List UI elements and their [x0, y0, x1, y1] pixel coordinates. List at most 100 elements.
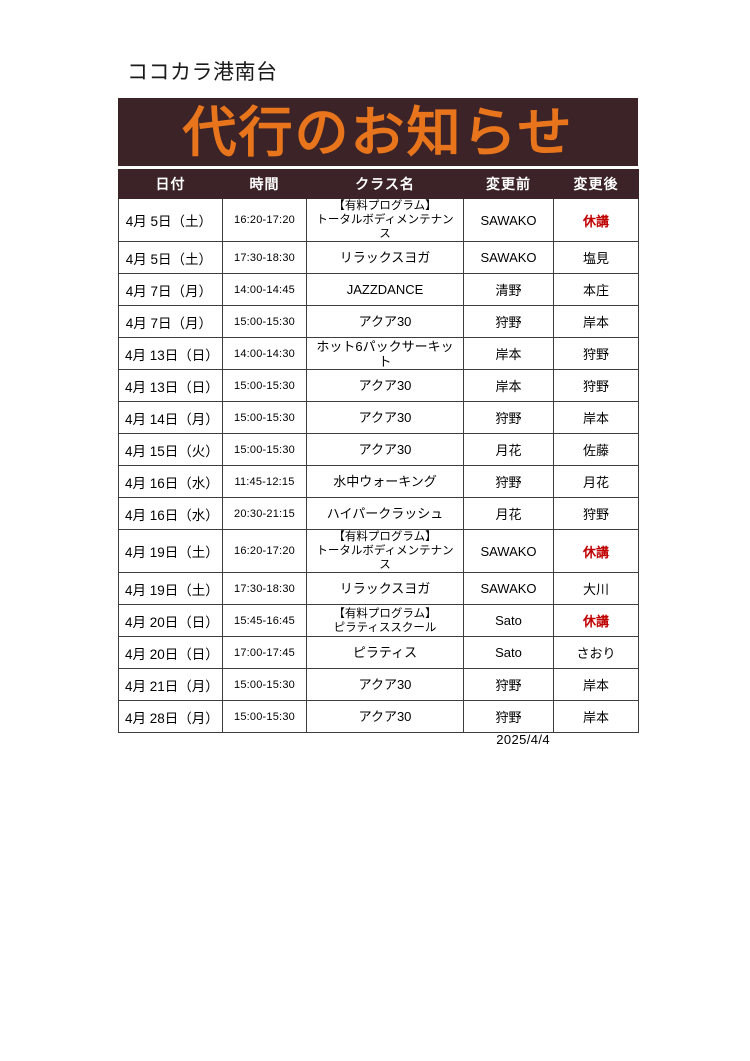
table-row: 4月 15日（火） 15:00-15:30 アクア30 月花 佐藤 [118, 433, 639, 466]
table-row: 4月 19日（土） 17:30-18:30 リラックスヨガ SAWAKO 大川 [118, 572, 639, 605]
cell-instructor-after: 狩野 [553, 369, 639, 402]
cell-time: 15:00-15:30 [222, 668, 307, 701]
cell-time: 15:00-15:30 [222, 401, 307, 434]
cell-class-name: ピラティス [306, 636, 464, 669]
cell-instructor-after: 狩野 [553, 337, 639, 370]
cell-date: 4月 5日（土） [118, 198, 223, 242]
cell-instructor-before: 清野 [463, 273, 554, 306]
column-header-time: 時間 [222, 169, 307, 199]
banner-title: 代行のお知らせ [182, 103, 574, 163]
cell-instructor-before: Sato [463, 636, 554, 669]
cell-time: 14:00-14:30 [222, 337, 307, 370]
cell-instructor-after: 岸本 [553, 668, 639, 701]
table-row: 4月 16日（水） 11:45-12:15 水中ウォーキング 狩野 月花 [118, 465, 639, 498]
cell-instructor-after: 岸本 [553, 700, 639, 733]
cell-instructor-before: 狩野 [463, 668, 554, 701]
notice-banner: 代行のお知らせ [118, 98, 638, 166]
cell-time: 17:30-18:30 [222, 572, 307, 605]
cell-instructor-after: 大川 [553, 572, 639, 605]
cell-date: 4月 16日（水） [118, 465, 223, 498]
cell-date: 4月 20日（日） [118, 636, 223, 669]
cell-cancelled-badge: 休講 [553, 604, 639, 637]
cell-class-name: 【有料プログラム】トータルボディメンテナンス [306, 198, 464, 242]
cell-instructor-before: 岸本 [463, 369, 554, 402]
table-header-row: 日付 時間 クラス名 変更前 変更後 [118, 169, 639, 199]
cell-instructor-after: 塩見 [553, 241, 639, 274]
cell-instructor-before: 狩野 [463, 700, 554, 733]
cell-class-name: アクア30 [306, 305, 464, 338]
footer-date: 2025/4/4 [496, 732, 550, 747]
cell-time: 17:30-18:30 [222, 241, 307, 274]
cell-class-name: 【有料プログラム】 ピラティススクール [306, 604, 464, 637]
cell-instructor-before: 狩野 [463, 465, 554, 498]
cell-cancelled-badge: 休講 [553, 529, 639, 573]
table-row: 4月 20日（日） 17:00-17:45 ピラティス Sato さおり [118, 636, 639, 669]
cell-date: 4月 7日（月） [118, 305, 223, 338]
cell-time: 14:00-14:45 [222, 273, 307, 306]
class-name-line-1: 【有料プログラム】 [333, 531, 437, 543]
class-name-line-1: 【有料プログラム】 [333, 607, 437, 620]
cell-date: 4月 15日（火） [118, 433, 223, 466]
cell-class-name: アクア30 [306, 668, 464, 701]
cell-instructor-after: 本庄 [553, 273, 639, 306]
column-header-before: 変更前 [463, 169, 554, 199]
cell-instructor-before: 狩野 [463, 305, 554, 338]
cell-time: 20:30-21:15 [222, 497, 307, 530]
table-row: 4月 19日（土） 16:20-17:20 【有料プログラム】 トータルボディメンテナ… [118, 529, 639, 573]
cell-time: 11:45-12:15 [222, 465, 307, 498]
table-row: 4月 20日（日） 15:45-16:45 【有料プログラム】 ピラティススクール Sa… [118, 604, 639, 637]
cell-time: 15:00-15:30 [222, 433, 307, 466]
column-header-class-name: クラス名 [306, 169, 464, 199]
table-row: 4月 13日（日） 15:00-15:30 アクア30 岸本 狩野 [118, 369, 639, 402]
cell-instructor-after: さおり [553, 636, 639, 669]
table-row: 4月 7日（月） 15:00-15:30 アクア30 狩野 岸本 [118, 305, 639, 338]
table-row: 4月 16日（水） 20:30-21:15 ハイパークラッシュ 月花 狩野 [118, 497, 639, 530]
cell-time: 16:20-17:20 [222, 529, 307, 573]
class-name-line-1: 【有料プログラム】 [333, 200, 437, 212]
cell-instructor-before: 岸本 [463, 337, 554, 370]
cell-class-name: アクア30 [306, 700, 464, 733]
cell-date: 4月 13日（日） [118, 337, 223, 370]
table-row: 4月 14日（月） 15:00-15:30 アクア30 狩野 岸本 [118, 401, 639, 434]
cell-date: 4月 28日（月） [118, 700, 223, 733]
table-row: 4月 21日（月） 15:00-15:30 アクア30 狩野 岸本 [118, 668, 639, 701]
cell-instructor-before: SAWAKO [463, 241, 554, 274]
cell-instructor-before: SAWAKO [463, 529, 554, 573]
class-name-line-2: トータルボディメンテナンス [316, 545, 454, 571]
cell-time: 17:00-17:45 [222, 636, 307, 669]
cell-class-name: ホット6パックサーキット [306, 337, 464, 370]
cell-cancelled-badge: 休講 [553, 198, 639, 242]
cell-time: 16:20-17:20 [222, 198, 307, 242]
cell-instructor-after: 佐藤 [553, 433, 639, 466]
cell-time: 15:45-16:45 [222, 604, 307, 637]
cell-class-name: 【有料プログラム】トータルボディメンテナンス [306, 529, 464, 573]
column-header-after: 変更後 [553, 169, 639, 199]
class-name-line-2: ピラティススクール [333, 621, 437, 634]
substitution-schedule-table: 日付 時間 クラス名 変更前 変更後 4月 5日（土） 16:20-17:20 【有… [118, 169, 639, 733]
table-body: 4月 5日（土） 16:20-17:20 【有料プログラム】 トータルボディメンテナン… [118, 198, 639, 733]
cell-class-name: リラックスヨガ [306, 241, 464, 274]
table-row: 4月 13日（日） 14:00-14:30 ホット6パックサーキット 岸本 狩野 [118, 337, 639, 370]
cell-class-name: リラックスヨガ [306, 572, 464, 605]
cell-date: 4月 19日（土） [118, 572, 223, 605]
cell-date: 4月 19日（土） [118, 529, 223, 573]
cell-instructor-before: SAWAKO [463, 572, 554, 605]
cell-instructor-before: 月花 [463, 497, 554, 530]
class-name-line-2: トータルボディメンテナンス [316, 214, 454, 240]
cell-date: 4月 14日（月） [118, 401, 223, 434]
cell-date: 4月 5日（土） [118, 241, 223, 274]
cell-class-name: JAZZDANCE [306, 273, 464, 306]
cell-instructor-before: Sato [463, 604, 554, 637]
table-row: 4月 7日（月） 14:00-14:45 JAZZDANCE 清野 本庄 [118, 273, 639, 306]
cell-time: 15:00-15:30 [222, 369, 307, 402]
cell-class-name: アクア30 [306, 401, 464, 434]
cell-instructor-after: 狩野 [553, 497, 639, 530]
cell-instructor-after: 岸本 [553, 401, 639, 434]
table-header: 日付 時間 クラス名 変更前 変更後 [118, 169, 639, 199]
table-row: 4月 28日（月） 15:00-15:30 アクア30 狩野 岸本 [118, 700, 639, 733]
cell-instructor-after: 月花 [553, 465, 639, 498]
cell-instructor-before: SAWAKO [463, 198, 554, 242]
cell-instructor-before: 狩野 [463, 401, 554, 434]
table-row: 4月 5日（土） 17:30-18:30 リラックスヨガ SAWAKO 塩見 [118, 241, 639, 274]
